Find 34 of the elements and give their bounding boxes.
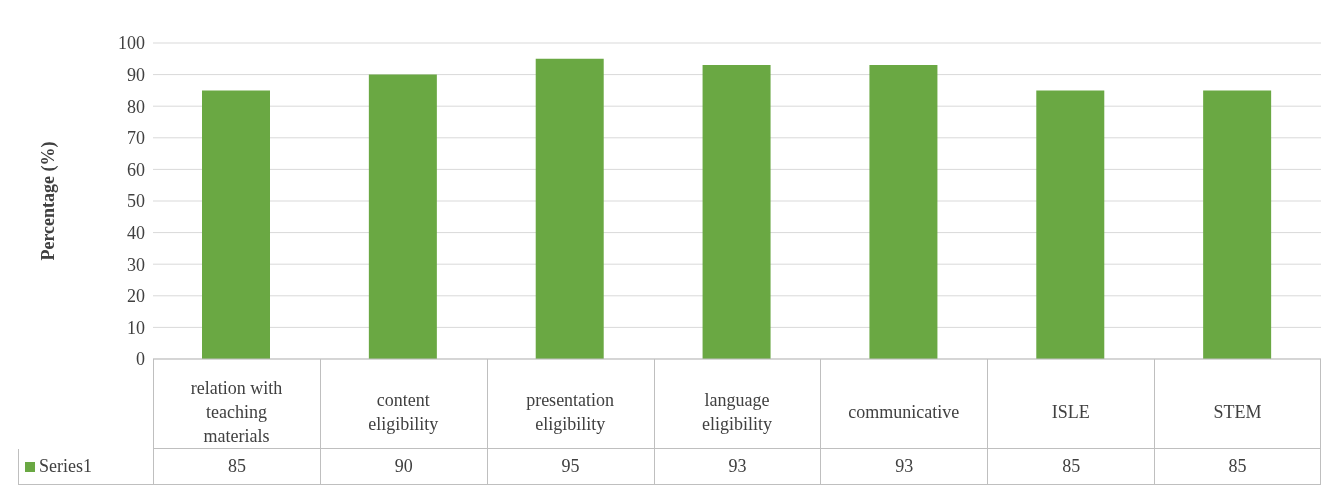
bar bbox=[1203, 90, 1272, 359]
y-tick-label: 30 bbox=[127, 254, 145, 275]
bar bbox=[869, 65, 938, 359]
data-label: 95 bbox=[561, 456, 580, 477]
y-tick-label: 40 bbox=[127, 222, 145, 243]
data-label: 85 bbox=[227, 456, 246, 477]
y-tick-label: 100 bbox=[118, 33, 145, 54]
x-tick-label: language eligibility bbox=[702, 390, 772, 434]
data-label: 85 bbox=[1228, 456, 1247, 477]
y-tick-label: 70 bbox=[127, 128, 145, 149]
data-label: 85 bbox=[1062, 456, 1081, 477]
x-tick-label: STEM bbox=[1213, 402, 1262, 422]
y-tick-label: 20 bbox=[127, 286, 145, 307]
bar bbox=[202, 90, 270, 359]
y-tick-label: 90 bbox=[127, 64, 145, 85]
legend-label: Series1 bbox=[39, 456, 92, 477]
data-label: 93 bbox=[895, 456, 914, 477]
x-tick-label: presentation eligibility bbox=[526, 390, 615, 434]
y-tick-label: 10 bbox=[127, 317, 145, 338]
y-axis-title: Percentage (%) bbox=[38, 141, 60, 261]
bar bbox=[1036, 90, 1105, 359]
data-label: 93 bbox=[728, 456, 747, 477]
x-tick-label: content eligibility bbox=[368, 390, 439, 434]
bar bbox=[702, 65, 771, 359]
y-tick-label: 50 bbox=[127, 191, 145, 212]
x-tick-label: relation with teaching materials bbox=[190, 378, 283, 446]
y-tick-label: 60 bbox=[127, 159, 145, 180]
bar bbox=[535, 58, 604, 359]
bar bbox=[368, 74, 437, 359]
y-tick-label: 80 bbox=[127, 96, 145, 117]
y-tick-label: 0 bbox=[136, 349, 145, 370]
x-tick-label: communicative bbox=[848, 402, 960, 422]
x-tick-label: ISLE bbox=[1051, 402, 1090, 422]
data-label: 90 bbox=[394, 456, 413, 477]
